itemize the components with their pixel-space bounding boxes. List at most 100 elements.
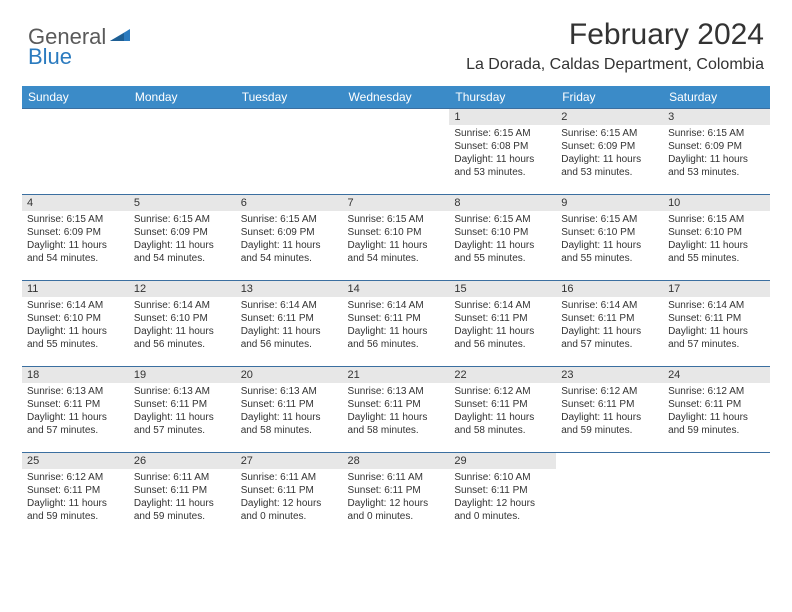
calendar-day-cell: 18Sunrise: 6:13 AMSunset: 6:11 PMDayligh… — [22, 367, 129, 453]
day-info: Sunrise: 6:14 AMSunset: 6:10 PMDaylight:… — [129, 297, 236, 355]
calendar-day-cell: 15Sunrise: 6:14 AMSunset: 6:11 PMDayligh… — [449, 281, 556, 367]
day-number: 11 — [22, 281, 129, 297]
day-number: 4 — [22, 195, 129, 211]
calendar-day-cell: 19Sunrise: 6:13 AMSunset: 6:11 PMDayligh… — [129, 367, 236, 453]
day-info: Sunrise: 6:11 AMSunset: 6:11 PMDaylight:… — [129, 469, 236, 527]
calendar-day-cell: 5Sunrise: 6:15 AMSunset: 6:09 PMDaylight… — [129, 195, 236, 281]
weekday-header: Sunday — [22, 86, 129, 109]
calendar-day-cell: 1Sunrise: 6:15 AMSunset: 6:08 PMDaylight… — [449, 109, 556, 195]
calendar-day-cell: 3Sunrise: 6:15 AMSunset: 6:09 PMDaylight… — [663, 109, 770, 195]
day-number: 20 — [236, 367, 343, 383]
day-info: Sunrise: 6:14 AMSunset: 6:11 PMDaylight:… — [663, 297, 770, 355]
weekday-header: Friday — [556, 86, 663, 109]
day-number: 19 — [129, 367, 236, 383]
day-info: Sunrise: 6:13 AMSunset: 6:11 PMDaylight:… — [236, 383, 343, 441]
weekday-header: Thursday — [449, 86, 556, 109]
day-info: Sunrise: 6:14 AMSunset: 6:11 PMDaylight:… — [556, 297, 663, 355]
day-info: Sunrise: 6:15 AMSunset: 6:09 PMDaylight:… — [22, 211, 129, 269]
day-number: 5 — [129, 195, 236, 211]
calendar-empty-cell — [22, 109, 129, 195]
day-number: 7 — [343, 195, 450, 211]
calendar-day-cell: 17Sunrise: 6:14 AMSunset: 6:11 PMDayligh… — [663, 281, 770, 367]
day-number: 1 — [449, 109, 556, 125]
header: General February 2024 La Dorada, Caldas … — [0, 0, 792, 78]
day-info: Sunrise: 6:12 AMSunset: 6:11 PMDaylight:… — [22, 469, 129, 527]
calendar-day-cell: 14Sunrise: 6:14 AMSunset: 6:11 PMDayligh… — [343, 281, 450, 367]
day-number: 3 — [663, 109, 770, 125]
day-number: 6 — [236, 195, 343, 211]
day-info: Sunrise: 6:11 AMSunset: 6:11 PMDaylight:… — [343, 469, 450, 527]
calendar-day-cell: 9Sunrise: 6:15 AMSunset: 6:10 PMDaylight… — [556, 195, 663, 281]
calendar-row: 18Sunrise: 6:13 AMSunset: 6:11 PMDayligh… — [22, 367, 770, 453]
day-number: 27 — [236, 453, 343, 469]
day-info: Sunrise: 6:12 AMSunset: 6:11 PMDaylight:… — [556, 383, 663, 441]
day-info: Sunrise: 6:14 AMSunset: 6:11 PMDaylight:… — [449, 297, 556, 355]
calendar-table: SundayMondayTuesdayWednesdayThursdayFrid… — [22, 86, 770, 531]
day-info: Sunrise: 6:13 AMSunset: 6:11 PMDaylight:… — [129, 383, 236, 441]
day-info: Sunrise: 6:14 AMSunset: 6:10 PMDaylight:… — [22, 297, 129, 355]
day-number: 8 — [449, 195, 556, 211]
calendar-empty-cell — [556, 453, 663, 531]
calendar-day-cell: 26Sunrise: 6:11 AMSunset: 6:11 PMDayligh… — [129, 453, 236, 531]
day-number: 17 — [663, 281, 770, 297]
day-number: 26 — [129, 453, 236, 469]
day-info: Sunrise: 6:15 AMSunset: 6:10 PMDaylight:… — [343, 211, 450, 269]
calendar-day-cell: 20Sunrise: 6:13 AMSunset: 6:11 PMDayligh… — [236, 367, 343, 453]
day-number: 24 — [663, 367, 770, 383]
calendar-day-cell: 24Sunrise: 6:12 AMSunset: 6:11 PMDayligh… — [663, 367, 770, 453]
calendar-empty-cell — [129, 109, 236, 195]
calendar-empty-cell — [236, 109, 343, 195]
day-info: Sunrise: 6:12 AMSunset: 6:11 PMDaylight:… — [663, 383, 770, 441]
calendar-day-cell: 10Sunrise: 6:15 AMSunset: 6:10 PMDayligh… — [663, 195, 770, 281]
day-info: Sunrise: 6:10 AMSunset: 6:11 PMDaylight:… — [449, 469, 556, 527]
calendar-day-cell: 7Sunrise: 6:15 AMSunset: 6:10 PMDaylight… — [343, 195, 450, 281]
calendar-day-cell: 21Sunrise: 6:13 AMSunset: 6:11 PMDayligh… — [343, 367, 450, 453]
calendar-day-cell: 22Sunrise: 6:12 AMSunset: 6:11 PMDayligh… — [449, 367, 556, 453]
day-number: 16 — [556, 281, 663, 297]
day-number: 9 — [556, 195, 663, 211]
calendar-day-cell: 23Sunrise: 6:12 AMSunset: 6:11 PMDayligh… — [556, 367, 663, 453]
day-info: Sunrise: 6:13 AMSunset: 6:11 PMDaylight:… — [22, 383, 129, 441]
calendar-row: 4Sunrise: 6:15 AMSunset: 6:09 PMDaylight… — [22, 195, 770, 281]
day-number: 29 — [449, 453, 556, 469]
day-info: Sunrise: 6:11 AMSunset: 6:11 PMDaylight:… — [236, 469, 343, 527]
calendar-day-cell: 6Sunrise: 6:15 AMSunset: 6:09 PMDaylight… — [236, 195, 343, 281]
day-info: Sunrise: 6:14 AMSunset: 6:11 PMDaylight:… — [343, 297, 450, 355]
weekday-header: Tuesday — [236, 86, 343, 109]
location-subtitle: La Dorada, Caldas Department, Colombia — [466, 56, 764, 74]
title-block: February 2024 La Dorada, Caldas Departme… — [466, 18, 764, 74]
day-number: 12 — [129, 281, 236, 297]
day-number: 22 — [449, 367, 556, 383]
weekday-header-row: SundayMondayTuesdayWednesdayThursdayFrid… — [22, 86, 770, 109]
day-info: Sunrise: 6:15 AMSunset: 6:09 PMDaylight:… — [236, 211, 343, 269]
calendar-day-cell: 27Sunrise: 6:11 AMSunset: 6:11 PMDayligh… — [236, 453, 343, 531]
calendar-day-cell: 28Sunrise: 6:11 AMSunset: 6:11 PMDayligh… — [343, 453, 450, 531]
logo-triangle-icon — [110, 27, 132, 48]
calendar-row: 11Sunrise: 6:14 AMSunset: 6:10 PMDayligh… — [22, 281, 770, 367]
calendar-day-cell: 16Sunrise: 6:14 AMSunset: 6:11 PMDayligh… — [556, 281, 663, 367]
day-number: 2 — [556, 109, 663, 125]
day-number: 18 — [22, 367, 129, 383]
calendar-day-cell: 11Sunrise: 6:14 AMSunset: 6:10 PMDayligh… — [22, 281, 129, 367]
weekday-header: Saturday — [663, 86, 770, 109]
calendar-empty-cell — [663, 453, 770, 531]
day-info: Sunrise: 6:15 AMSunset: 6:10 PMDaylight:… — [449, 211, 556, 269]
calendar-day-cell: 13Sunrise: 6:14 AMSunset: 6:11 PMDayligh… — [236, 281, 343, 367]
day-info: Sunrise: 6:15 AMSunset: 6:10 PMDaylight:… — [663, 211, 770, 269]
weekday-header: Monday — [129, 86, 236, 109]
day-info: Sunrise: 6:15 AMSunset: 6:10 PMDaylight:… — [556, 211, 663, 269]
day-info: Sunrise: 6:13 AMSunset: 6:11 PMDaylight:… — [343, 383, 450, 441]
day-info: Sunrise: 6:12 AMSunset: 6:11 PMDaylight:… — [449, 383, 556, 441]
day-number: 15 — [449, 281, 556, 297]
calendar-day-cell: 12Sunrise: 6:14 AMSunset: 6:10 PMDayligh… — [129, 281, 236, 367]
calendar-row: 25Sunrise: 6:12 AMSunset: 6:11 PMDayligh… — [22, 453, 770, 531]
day-number: 23 — [556, 367, 663, 383]
day-info: Sunrise: 6:14 AMSunset: 6:11 PMDaylight:… — [236, 297, 343, 355]
logo-text-blue: Blue — [28, 44, 72, 69]
day-number: 28 — [343, 453, 450, 469]
day-number: 10 — [663, 195, 770, 211]
weekday-header: Wednesday — [343, 86, 450, 109]
day-number: 13 — [236, 281, 343, 297]
calendar-day-cell: 4Sunrise: 6:15 AMSunset: 6:09 PMDaylight… — [22, 195, 129, 281]
day-info: Sunrise: 6:15 AMSunset: 6:09 PMDaylight:… — [556, 125, 663, 183]
